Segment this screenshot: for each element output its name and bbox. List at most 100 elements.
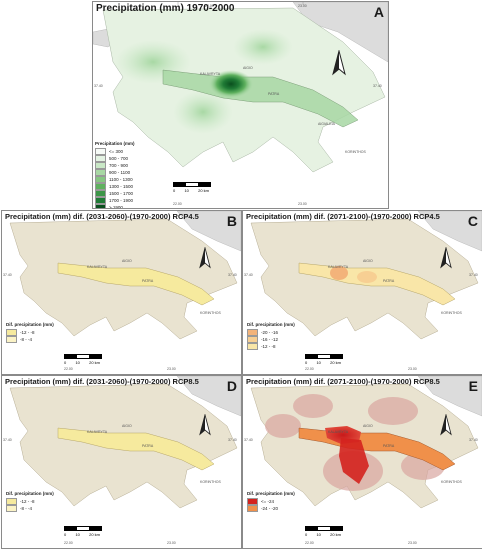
panel-title: Precipitation (mm) 1970-2000 (96, 3, 235, 14)
legend-label: -12 - -8 (261, 344, 276, 349)
legend-label: 1500 - 1700 (109, 191, 134, 196)
legend-label: <= -24 (261, 499, 275, 504)
legend-label: <= 300 (109, 149, 124, 154)
coord-label: 37.40 (3, 273, 12, 277)
legend-label: -12 - -8 (20, 499, 35, 504)
map-panel-b: Precipitation (mm) dif. (2031-2060)-(197… (1, 210, 242, 375)
panel-letter: E (468, 378, 478, 394)
legend-swatch (95, 197, 106, 204)
place-label: PATRA (142, 279, 154, 283)
legend-swatch (95, 204, 106, 208)
place-label: KORINTHOS (200, 311, 221, 315)
map-b-canvas (9, 211, 241, 340)
legend-title: Dif. precipitation (mm) (6, 322, 54, 327)
panel-letter: B (226, 213, 237, 229)
place-label: KALAVRYTA (328, 430, 349, 434)
legend-label: 1300 - 1500 (109, 184, 134, 189)
legend-label: 1700 - 1900 (109, 198, 134, 203)
legend-swatch (247, 343, 258, 350)
place-label: KALAVRYTA (87, 430, 108, 434)
panel-letter: A (373, 4, 384, 20)
place-label: AIGIO (243, 66, 253, 70)
place-label: AIGIO (122, 424, 132, 428)
legend: Dif. precipitation (mm) -20 - -16 -16 - -… (247, 321, 295, 350)
legend-swatch (95, 155, 106, 162)
coord-label: 37.40 (94, 84, 103, 88)
legend-label: -16 - -12 (261, 337, 279, 342)
place-label: AIGIO (363, 424, 373, 428)
legend-item: -16 - -12 (247, 336, 295, 343)
coord-label: 37.40 (228, 438, 237, 442)
legend-swatch (95, 183, 106, 190)
legend-item: 500 - 700 (95, 155, 135, 162)
coord-label: 37.40 (469, 438, 478, 442)
map-c-canvas (250, 211, 482, 340)
legend-label: 1100 - 1300 (109, 177, 133, 182)
legend-label: 900 - 1100 (109, 170, 131, 175)
legend-swatch (6, 336, 17, 343)
place-label: KORINTHOS (441, 480, 462, 484)
legend-label: -20 - -16 (261, 330, 279, 335)
legend-title: Dif. precipitation (mm) (247, 491, 295, 496)
coord-label: 23.00 (408, 541, 417, 545)
legend-item: -8 - -4 (6, 505, 54, 512)
north-arrow-icon (440, 414, 452, 436)
north-arrow-icon (199, 247, 211, 269)
map-a-canvas (93, 2, 388, 173)
north-arrow-icon (440, 247, 452, 269)
place-label: KORINTHOS (345, 150, 366, 154)
legend-swatch (247, 336, 258, 343)
legend-item: <= -24 (247, 498, 295, 505)
coord-label: 37.40 (228, 273, 237, 277)
legend-swatch (247, 498, 258, 505)
place-label: PATRA (383, 444, 395, 448)
place-label: KALAVRYTA (200, 72, 221, 76)
legend-label: > 1900 (109, 205, 123, 209)
legend-item: 900 - 1100 (95, 169, 135, 176)
legend-swatch (247, 505, 258, 512)
legend: Dif. precipitation (mm) <= -24 -24 - -20 (247, 490, 295, 512)
panel-title: Precipitation (mm) dif. (2031-2060)-(197… (5, 377, 199, 386)
legend-swatch (247, 329, 258, 336)
legend-swatch (95, 176, 106, 183)
coord-label: 37.40 (373, 84, 382, 88)
legend-item: <= 300 (95, 148, 135, 155)
legend-item: -12 - -8 (247, 343, 295, 350)
legend-item: 1500 - 1700 (95, 190, 135, 197)
map-panel-e: Precipitation (mm) dif. (2071-2100)-(197… (242, 375, 482, 549)
legend-item: -12 - -8 (6, 498, 54, 505)
place-label: KORINTHOS (441, 311, 462, 315)
place-label: PATRA (142, 444, 154, 448)
legend-title: Dif. precipitation (mm) (6, 491, 54, 496)
legend-item: -12 - -8 (6, 329, 54, 336)
coord-label: 22.00 (64, 367, 73, 371)
legend: Dif. precipitation (mm) -12 - -8 -8 - -4 (6, 321, 54, 343)
map-panel-a: Precipitation (mm) 1970-2000 A 22.00 23.… (92, 1, 389, 209)
legend-label: -8 - -4 (20, 337, 33, 342)
coord-label: 22.00 (64, 541, 73, 545)
coord-label: 23.00 (408, 367, 417, 371)
panel-title: Precipitation (mm) dif. (2071-2100)-(197… (246, 377, 440, 386)
legend-label: 500 - 700 (109, 156, 129, 161)
map-e-canvas (250, 376, 482, 509)
map-panel-c: Precipitation (mm) dif. (2071-2100)-(197… (242, 210, 482, 375)
legend: Dif. precipitation (mm) -12 - -8 -8 - -4 (6, 490, 54, 512)
coord-label: 23.00 (298, 4, 307, 8)
legend-title: Precipitation (mm) (95, 141, 135, 146)
coord-label: 37.40 (244, 273, 253, 277)
legend-label: 700 - 900 (109, 163, 129, 168)
legend-swatch (95, 169, 106, 176)
coord-label: 37.40 (244, 438, 253, 442)
legend-item: 700 - 900 (95, 162, 135, 169)
coord-label: 37.40 (469, 273, 478, 277)
panel-title: Precipitation (mm) dif. (2071-2100)-(197… (246, 212, 440, 221)
legend-swatch (95, 190, 106, 197)
scale-bar: 0 10 20 km (173, 182, 211, 193)
panel-letter: D (226, 378, 237, 394)
north-arrow-icon (332, 50, 346, 76)
scale-bar: 0 10 20 km (64, 526, 102, 537)
legend-swatch (6, 329, 17, 336)
legend-item: > 1900 (95, 204, 135, 209)
panel-letter: C (467, 213, 478, 229)
legend-swatch (95, 148, 106, 155)
